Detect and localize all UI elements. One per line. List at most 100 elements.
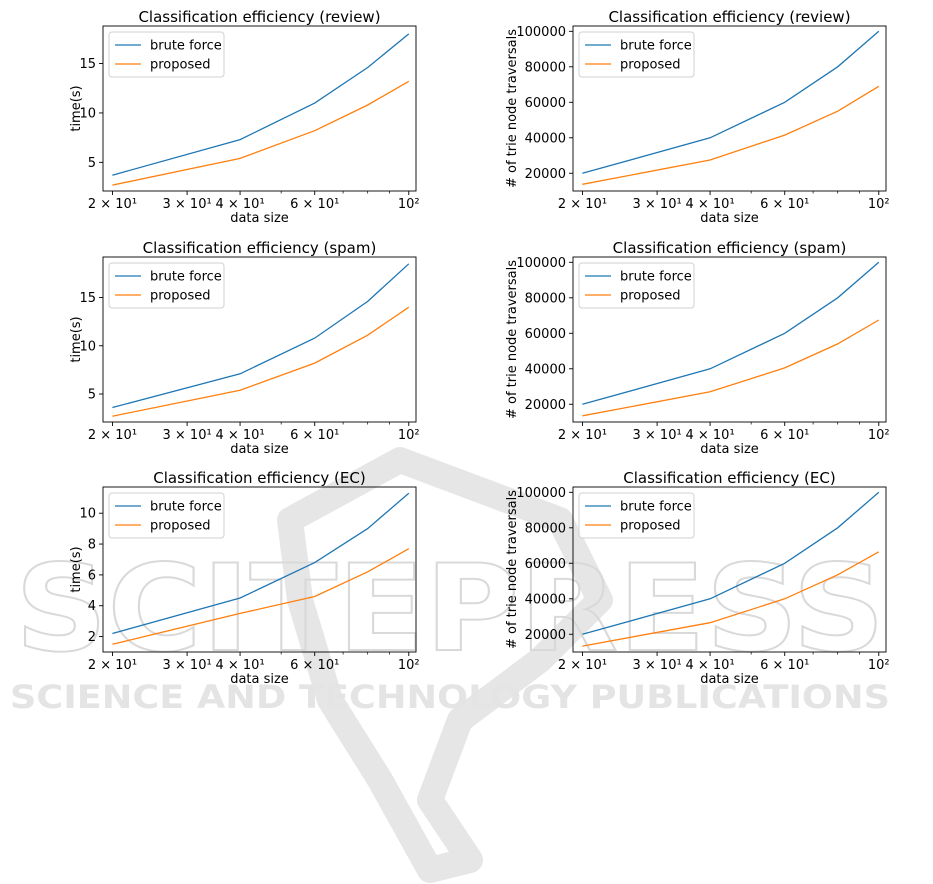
y-tick-label: 40000 bbox=[525, 592, 566, 607]
y-tick-label: 6 bbox=[88, 568, 96, 583]
legend-label: proposed bbox=[150, 289, 211, 304]
y-tick-label: 60000 bbox=[525, 327, 566, 342]
x-axis-label: data size bbox=[700, 672, 759, 687]
series-line-proposed bbox=[582, 85, 880, 185]
x-tick-label: 6 × 10¹ bbox=[760, 658, 809, 673]
series-line-brute-force bbox=[582, 261, 880, 405]
x-tick-label: 4 × 10¹ bbox=[215, 658, 264, 673]
y-tick-label: 8 bbox=[88, 538, 96, 553]
legend-box bbox=[578, 492, 695, 539]
legend-label: proposed bbox=[150, 58, 211, 73]
y-tick-label: 80000 bbox=[525, 521, 566, 536]
y-tick-label: 100000 bbox=[516, 486, 566, 501]
y-tick-label: 10 bbox=[79, 507, 96, 522]
y-axis-label: time(s) bbox=[69, 316, 84, 362]
series-line-brute-force bbox=[112, 263, 410, 409]
chart-panel: Classification efficiency (spam) 2 × 10¹ 3… bbox=[69, 239, 420, 457]
y-axis-label: # of trie node traversals bbox=[505, 490, 520, 649]
legend-box bbox=[108, 31, 225, 78]
x-axis-label: data size bbox=[230, 211, 289, 226]
x-tick-label: 10² bbox=[398, 197, 420, 212]
x-tick-label: 3 × 10¹ bbox=[633, 197, 682, 212]
series-line-proposed bbox=[112, 80, 410, 186]
plot-frame bbox=[572, 25, 887, 192]
legend: brute force proposed bbox=[108, 492, 225, 539]
chart-panel: Classification efficiency (spam) 2 × 10¹ 3… bbox=[505, 239, 890, 457]
legend-box bbox=[108, 492, 225, 539]
plot-frame bbox=[572, 486, 887, 653]
x-tick-label: 6 × 10¹ bbox=[290, 428, 339, 443]
y-axis-label: # of trie node traversals bbox=[505, 260, 520, 419]
y-tick-label: 10 bbox=[79, 339, 96, 354]
y-tick-label: 4 bbox=[88, 599, 96, 614]
y-tick-label: 100000 bbox=[516, 25, 566, 40]
x-tick-label: 2 × 10¹ bbox=[558, 428, 607, 443]
legend: brute force proposed bbox=[578, 31, 695, 78]
chart-panel: Classification efficiency (EC) 2 × 10¹ 3 ×… bbox=[69, 469, 420, 687]
x-tick-label: 3 × 10¹ bbox=[163, 197, 212, 212]
plot-frame bbox=[102, 256, 417, 423]
x-tick-label: 3 × 10¹ bbox=[163, 658, 212, 673]
x-axis-label: data size bbox=[230, 442, 289, 457]
y-tick-label: 10 bbox=[79, 106, 96, 121]
y-tick-label: 40000 bbox=[525, 131, 566, 146]
y-tick-label: 20000 bbox=[525, 628, 566, 643]
chart-title: Classification efficiency (spam) bbox=[143, 239, 377, 257]
legend-box bbox=[108, 262, 225, 309]
y-tick-label: 15 bbox=[79, 291, 96, 306]
x-tick-label: 4 × 10¹ bbox=[685, 197, 734, 212]
y-tick-label: 2 bbox=[88, 630, 96, 645]
series-line-brute-force bbox=[582, 491, 880, 635]
legend-label: brute force bbox=[150, 39, 222, 54]
x-tick-label: 10² bbox=[868, 428, 890, 443]
y-axis-label: # of trie node traversals bbox=[505, 29, 520, 188]
x-axis-label: data size bbox=[230, 672, 289, 687]
y-tick-label: 60000 bbox=[525, 96, 566, 111]
chart-title: Classification efficiency (review) bbox=[138, 8, 380, 26]
y-tick-label: 15 bbox=[79, 57, 96, 72]
plot-frame bbox=[102, 486, 417, 653]
x-tick-label: 10² bbox=[868, 658, 890, 673]
legend-label: brute force bbox=[620, 500, 692, 515]
x-tick-label: 4 × 10¹ bbox=[685, 658, 734, 673]
x-axis-label: data size bbox=[700, 211, 759, 226]
series-line-proposed bbox=[582, 319, 880, 417]
x-axis-label: data size bbox=[700, 442, 759, 457]
x-tick-label: 2 × 10¹ bbox=[558, 197, 607, 212]
legend: brute force proposed bbox=[108, 262, 225, 309]
chart-title: Classification efficiency (spam) bbox=[613, 239, 847, 257]
series-line-proposed bbox=[112, 306, 410, 417]
y-tick-label: 80000 bbox=[525, 291, 566, 306]
y-axis-label: time(s) bbox=[69, 85, 84, 131]
chart-panel: Classification efficiency (EC) 2 × 10¹ 3 ×… bbox=[505, 469, 890, 687]
x-tick-label: 10² bbox=[398, 658, 420, 673]
legend-label: brute force bbox=[150, 500, 222, 515]
y-tick-label: 5 bbox=[88, 156, 96, 171]
x-tick-label: 2 × 10¹ bbox=[88, 658, 137, 673]
y-tick-label: 40000 bbox=[525, 362, 566, 377]
x-tick-label: 2 × 10¹ bbox=[558, 658, 607, 673]
legend-label: proposed bbox=[620, 289, 681, 304]
legend-label: proposed bbox=[150, 519, 211, 534]
legend-label: proposed bbox=[620, 519, 681, 534]
series-line-proposed bbox=[112, 548, 410, 645]
x-tick-label: 6 × 10¹ bbox=[760, 197, 809, 212]
x-tick-label: 4 × 10¹ bbox=[215, 428, 264, 443]
x-tick-label: 4 × 10¹ bbox=[685, 428, 734, 443]
y-tick-label: 20000 bbox=[525, 167, 566, 182]
legend-label: brute force bbox=[620, 39, 692, 54]
x-tick-label: 6 × 10¹ bbox=[290, 197, 339, 212]
series-line-proposed bbox=[582, 551, 880, 647]
legend-label: brute force bbox=[150, 270, 222, 285]
chart-panel: Classification efficiency (review) 2 × 10… bbox=[505, 8, 890, 226]
legend-label: proposed bbox=[620, 58, 681, 73]
chart-title: Classification efficiency (EC) bbox=[153, 469, 365, 487]
x-tick-label: 3 × 10¹ bbox=[163, 428, 212, 443]
legend-box bbox=[578, 262, 695, 309]
x-tick-label: 4 × 10¹ bbox=[215, 197, 264, 212]
x-tick-label: 10² bbox=[868, 197, 890, 212]
series-line-brute-force bbox=[112, 33, 410, 176]
chart-title: Classification efficiency (EC) bbox=[623, 469, 835, 487]
x-tick-label: 6 × 10¹ bbox=[290, 658, 339, 673]
